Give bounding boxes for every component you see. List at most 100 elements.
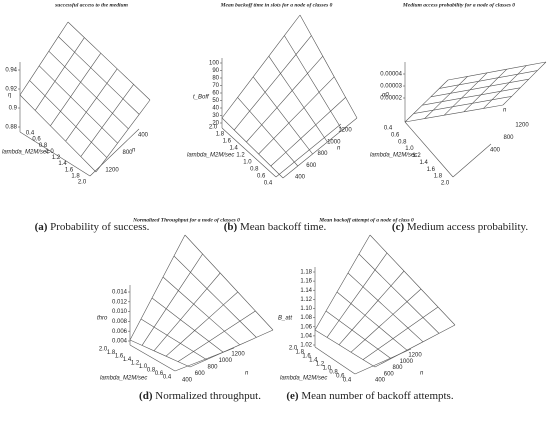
z-tick-label: 0.012: [112, 299, 128, 305]
surface-wire: [369, 234, 456, 326]
surface-wire: [65, 68, 118, 142]
caption: (b) Mean backoff time.: [224, 221, 327, 233]
n-tick-label: 1000: [327, 139, 341, 145]
surface-wire: [422, 87, 521, 106]
subfigure: Medium access probability for a node of …: [370, 2, 547, 233]
plot-title: Mean backoff time in slots for a node of…: [220, 2, 333, 8]
surface-wire: [153, 272, 221, 351]
caption-label: (a): [35, 221, 48, 233]
n-tick-label: 1200: [338, 128, 352, 134]
lambda-tick-label: 1.6: [223, 139, 232, 145]
lambda-tick-label: 1.8: [71, 173, 80, 179]
n-tick-label: 800: [503, 135, 514, 141]
n-tick-label: 600: [384, 371, 395, 377]
n-tick-label: 1200: [408, 353, 422, 359]
n-tick-label: 1200: [105, 168, 119, 174]
surface-wire: [413, 96, 512, 114]
caption-text: Mean backoff time.: [240, 221, 326, 233]
lambda-tick-label: 0.4: [264, 181, 273, 187]
surface-wire: [129, 234, 186, 341]
z-tick-label: 1.12: [300, 297, 312, 303]
z-tick-label: 0.9: [9, 106, 18, 112]
lambda-tick-label: 1.0: [139, 364, 148, 370]
n-axis: [452, 143, 492, 178]
lambda-tick-label: 1.0: [405, 146, 414, 152]
lambda-tick-label: 0.8: [250, 167, 259, 173]
lambda-tick-label: 1.2: [131, 361, 140, 367]
z-axis-label: thro: [97, 316, 108, 322]
lambda-tick-label: 0.6: [391, 132, 400, 138]
lambda-axis-label: lambda_M2M/sec: [100, 376, 147, 382]
lambda-tick-label: 1.0: [323, 366, 332, 372]
surface-wire: [282, 117, 358, 179]
z-tick-label: 90: [212, 68, 219, 74]
lambda-tick-label: 2.0: [78, 180, 87, 186]
surface-wire: [141, 253, 203, 346]
lambda-tick-label: 0.6: [336, 374, 345, 380]
lambda-tick-label: 1.4: [229, 146, 238, 152]
surface-wire: [424, 76, 468, 119]
surface-wire: [270, 97, 346, 167]
z-tick-label: 0.00002: [380, 96, 402, 102]
lambda-tick-label: 1.8: [107, 350, 116, 356]
surface-wire: [19, 94, 97, 173]
surface-wire: [19, 21, 69, 96]
surface-wire: [184, 234, 274, 331]
z-tick-label: 0.008: [112, 319, 128, 325]
z-tick-label: 100: [209, 61, 220, 67]
z-tick-label: 1.16: [300, 279, 312, 285]
lambda-axis: [404, 121, 454, 178]
surface-wire: [326, 252, 388, 338]
z-tick-label: 60: [212, 91, 219, 97]
n-axis-label: n: [132, 148, 136, 154]
surface-wire: [439, 70, 538, 89]
surface-wire: [325, 310, 392, 359]
lambda-tick-label: 1.2: [316, 362, 325, 368]
n-axis: [354, 348, 412, 375]
lambda-tick-label: 2.0: [209, 125, 218, 131]
lambda-tick-label: 1.2: [412, 153, 421, 159]
z-tick-label: 80: [212, 76, 219, 82]
surface-wire: [483, 65, 527, 109]
surface-wire: [443, 72, 488, 116]
z-axis-label: B_att: [278, 316, 292, 322]
surface-wire: [314, 234, 371, 331]
lambda-tick-label: 0.6: [32, 137, 41, 143]
surface-wire: [502, 61, 547, 106]
lambda-tick-label: 1.2: [52, 155, 61, 161]
z-tick-label: 1.06: [300, 324, 312, 330]
surface-wire: [447, 61, 547, 81]
caption: (a) Probability of success.: [35, 221, 150, 233]
n-axis-label: n: [420, 371, 424, 377]
surface-wire: [38, 65, 118, 144]
lambda-tick-label: 0.6: [257, 174, 266, 180]
subfigure: Mean backoff time in slots for a node of…: [187, 2, 358, 233]
caption: (c) Medium access probability.: [392, 221, 528, 233]
surface-wire: [347, 272, 424, 343]
z-tick-label: 1.02: [300, 343, 312, 349]
surface-wire: [430, 78, 529, 98]
n-tick-label: 600: [195, 371, 206, 377]
z-tick-label: 1.14: [300, 288, 312, 294]
z-tick-label: 1.08: [300, 315, 312, 321]
lambda-axis: [221, 127, 277, 178]
z-tick-label: 70: [212, 83, 219, 89]
surface-wire: [252, 76, 313, 155]
z-tick-label: 1.04: [300, 333, 312, 339]
lambda-tick-label: 1.8: [216, 132, 225, 138]
z-tick-label: 0.004: [112, 339, 128, 345]
surface-wire: [246, 56, 324, 143]
caption-text: Medium access probability.: [407, 221, 528, 233]
n-axis: [275, 123, 342, 178]
lambda-tick-label: 2.0: [289, 346, 298, 352]
surface-wire: [350, 288, 422, 353]
lambda-axis: [314, 346, 356, 375]
surface-wire: [358, 253, 440, 334]
plot-title: successful access to the medium: [54, 2, 128, 8]
caption-label: (b): [224, 221, 238, 233]
surface-wire: [299, 14, 358, 119]
lambda-axis-label: lambda_M2M/sec: [280, 376, 327, 382]
z-tick-label: 0.014: [112, 290, 128, 296]
lambda-tick-label: 0.8: [329, 370, 338, 376]
surface-wire: [221, 14, 301, 119]
